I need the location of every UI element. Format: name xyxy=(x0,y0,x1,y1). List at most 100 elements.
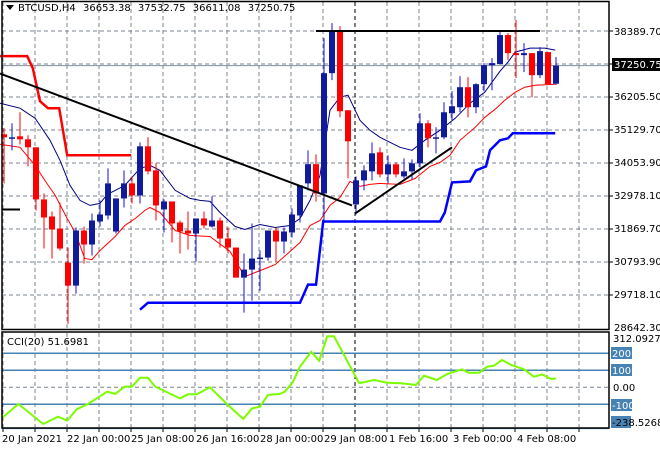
candle xyxy=(441,102,447,140)
price-plot xyxy=(0,20,609,324)
cci-level-label: -100 xyxy=(612,401,635,412)
candle xyxy=(289,208,295,238)
candle-body xyxy=(465,87,471,108)
candle-body xyxy=(1,134,7,138)
cci-level-badge xyxy=(611,399,632,411)
symbol-label: BTCUSD,H4 xyxy=(18,3,76,14)
candle xyxy=(217,217,223,248)
candle xyxy=(425,120,431,148)
candle xyxy=(201,211,207,229)
candle-body xyxy=(129,183,135,196)
current-price-label: 37250.75 xyxy=(614,60,660,71)
price-label: 31869.70 xyxy=(614,224,660,235)
candle xyxy=(505,33,511,61)
candle-body xyxy=(353,180,359,205)
price-label: 29718.10 xyxy=(614,290,660,301)
price-pane-frame xyxy=(1,0,610,331)
cci-min-badge xyxy=(611,416,631,428)
cci-pane-frame xyxy=(1,331,610,429)
candle-body xyxy=(25,139,31,148)
candle xyxy=(305,150,311,191)
candle xyxy=(257,250,263,291)
price-label: 32978.10 xyxy=(614,191,660,202)
cci-value: 51.6981 xyxy=(47,337,89,348)
candle xyxy=(185,211,191,250)
cci-level-badge xyxy=(611,347,632,359)
candle xyxy=(265,230,271,261)
candle xyxy=(177,220,183,254)
candle-body xyxy=(73,230,79,286)
candle-body xyxy=(241,269,247,278)
candle xyxy=(409,159,415,180)
candle xyxy=(9,123,15,151)
candle-body xyxy=(233,247,239,278)
candle xyxy=(33,147,39,211)
candle xyxy=(225,227,231,254)
candle xyxy=(97,200,103,227)
candle-body xyxy=(409,163,415,172)
price-label: 35129.70 xyxy=(614,125,660,136)
candle-body xyxy=(193,218,199,234)
time-label: 20 Jan 2021 xyxy=(2,434,62,445)
lower-channel-line xyxy=(139,132,556,311)
candle-body xyxy=(337,31,343,112)
candle xyxy=(345,110,351,179)
candle-body xyxy=(161,201,167,210)
price-label: 34053.90 xyxy=(614,158,660,169)
candle-body xyxy=(545,52,551,85)
axes: 38389.70 37250.75 36205.50 35129.70 3405… xyxy=(2,27,660,445)
candle xyxy=(73,227,79,294)
fast-moving-average-line xyxy=(0,83,556,278)
close-value: 37250.75 xyxy=(247,3,296,14)
candle-body xyxy=(81,230,87,245)
candle xyxy=(473,83,479,114)
candle xyxy=(513,20,519,79)
cci-level-label: 100 xyxy=(612,366,631,377)
candle xyxy=(233,247,239,278)
candle-body xyxy=(33,147,39,200)
candle-body xyxy=(521,53,527,56)
candle xyxy=(313,154,319,202)
candle xyxy=(417,113,423,168)
candle xyxy=(65,247,71,324)
candle-body xyxy=(497,35,503,65)
price-label: 30793.90 xyxy=(614,257,660,268)
candle-body xyxy=(377,152,383,175)
candle-body xyxy=(281,231,287,242)
candle xyxy=(57,202,63,251)
candle-body xyxy=(65,262,71,286)
candle xyxy=(153,163,159,221)
candle-body xyxy=(449,106,455,114)
candle-body xyxy=(473,84,479,108)
candle xyxy=(241,253,247,313)
candle xyxy=(169,201,175,243)
candle xyxy=(161,199,167,233)
candle xyxy=(553,57,559,86)
cci-level-label: 0.00 xyxy=(613,383,635,394)
candle-body xyxy=(113,198,119,232)
triangle-down-icon[interactable] xyxy=(6,5,14,10)
candle-body xyxy=(17,136,23,140)
candle-body xyxy=(145,146,151,172)
time-label: 22 Jan 00:00 xyxy=(67,434,130,445)
candle-body xyxy=(177,222,183,232)
candle-body xyxy=(417,123,423,164)
candle xyxy=(273,227,279,262)
candle-body xyxy=(441,112,447,138)
candle-body xyxy=(553,65,559,84)
time-label: 3 Feb 00:00 xyxy=(453,434,512,445)
candle-body xyxy=(97,214,103,222)
price-label: 36205.50 xyxy=(614,92,660,103)
candle xyxy=(497,30,503,65)
candle xyxy=(433,127,439,154)
time-label: 4 Feb 08:00 xyxy=(517,434,576,445)
time-label: 1 Feb 16:00 xyxy=(389,434,448,445)
candle-body xyxy=(121,183,127,199)
candle-body xyxy=(49,216,55,230)
candle-body xyxy=(489,63,495,66)
candle-body xyxy=(305,164,311,184)
candle xyxy=(113,198,119,234)
cci-level-badge xyxy=(611,364,632,376)
